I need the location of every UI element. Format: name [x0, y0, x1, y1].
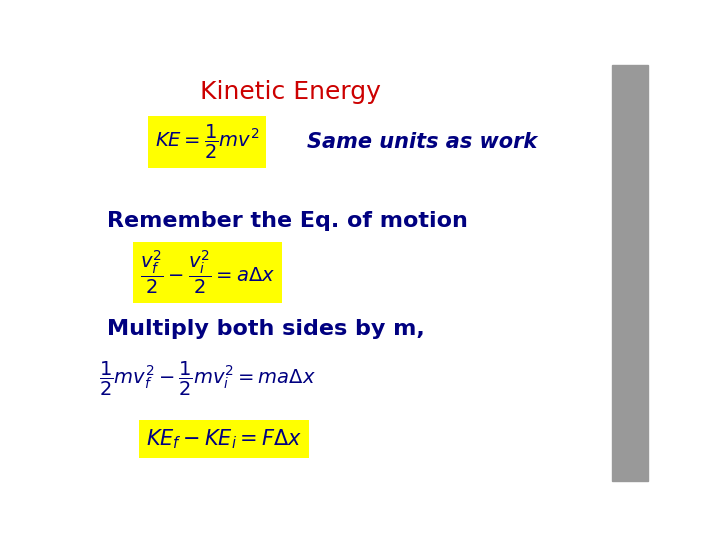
Text: $KE = \dfrac{1}{2}mv^2$: $KE = \dfrac{1}{2}mv^2$ — [155, 123, 259, 161]
Text: Kinetic Energy: Kinetic Energy — [200, 80, 382, 104]
Text: Remember the Eq. of motion: Remember the Eq. of motion — [107, 211, 467, 231]
Text: Same units as work: Same units as work — [307, 132, 537, 152]
Text: $\dfrac{1}{2}mv_f^2 - \dfrac{1}{2}mv_i^2 = ma\Delta x$: $\dfrac{1}{2}mv_f^2 - \dfrac{1}{2}mv_i^2… — [99, 360, 315, 398]
Bar — [612, 65, 648, 481]
Text: Multiply both sides by m,: Multiply both sides by m, — [107, 319, 425, 339]
Text: $KE_f - KE_i = F\Delta x$: $KE_f - KE_i = F\Delta x$ — [146, 427, 302, 451]
Text: $\dfrac{v_f^2}{2} - \dfrac{v_i^2}{2} = a\Delta x$: $\dfrac{v_f^2}{2} - \dfrac{v_i^2}{2} = a… — [140, 249, 275, 296]
